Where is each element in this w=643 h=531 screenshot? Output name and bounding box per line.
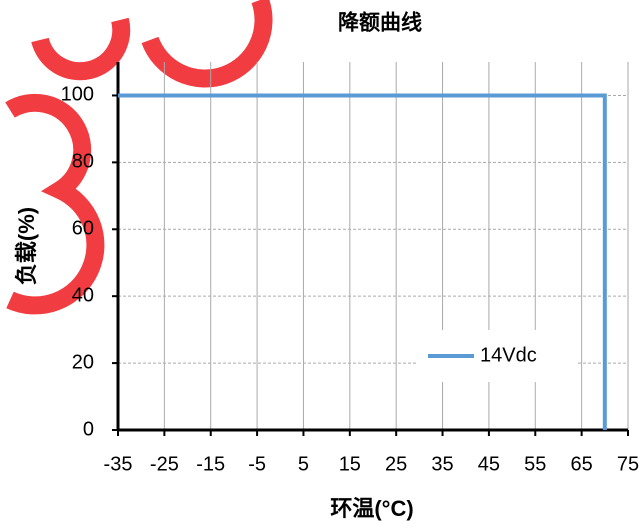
watermark	[5, 0, 273, 315]
y-tick-label: 0	[83, 418, 94, 440]
plot	[118, 93, 607, 430]
x-tick-label: 65	[571, 453, 593, 475]
y-tick-label: 80	[72, 151, 94, 173]
legend: 14Vdc	[416, 330, 576, 382]
x-tick-label: 75	[617, 453, 639, 475]
x-tick-label: 35	[431, 453, 453, 475]
watermark-arc	[141, 0, 273, 88]
x-tick-label: -5	[248, 453, 266, 475]
x-tick-label: 5	[298, 453, 309, 475]
x-tick-label: 15	[339, 453, 361, 475]
legend-label: 14Vdc	[480, 344, 537, 366]
y-tick-label: 60	[72, 218, 94, 240]
x-tick-label: 55	[524, 453, 546, 475]
watermark-arc	[31, 17, 131, 81]
y-axis-label: 负载(%)	[14, 207, 39, 285]
x-tick-label: -35	[104, 453, 133, 475]
x-tick-label: -15	[196, 453, 225, 475]
y-tick-label: 100	[61, 84, 94, 106]
chart-title: 降额曲线	[338, 11, 422, 35]
x-tick-label: -25	[150, 453, 179, 475]
y-tick-label: 20	[72, 351, 94, 373]
x-tick-label: 25	[385, 453, 407, 475]
x-tick-label: 45	[478, 453, 500, 475]
y-tick-label: 40	[72, 284, 94, 306]
watermark-arc	[5, 93, 105, 315]
line	[118, 93, 607, 430]
grid	[112, 62, 629, 436]
x-axis-label: 环温(°C)	[330, 496, 413, 521]
